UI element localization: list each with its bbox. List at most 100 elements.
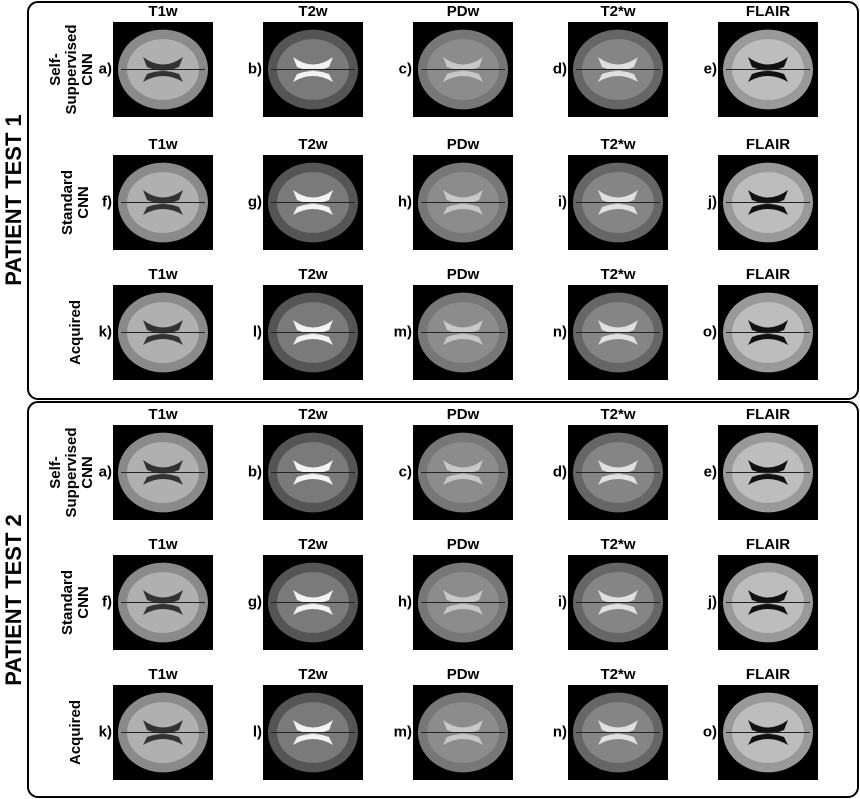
column-header: T2*w [600,136,635,153]
panel-frame [27,1,859,400]
mri-image [568,285,668,380]
column-header: FLAIR [746,3,790,20]
panel-letter: o) [703,323,717,340]
row-label: CNN [75,186,92,219]
mri-image [263,685,363,780]
mri-image [413,685,513,780]
panel-letter: d) [553,463,567,480]
column-header: FLAIR [746,266,790,283]
panel-letter: i) [558,593,567,610]
column-header: T2w [298,266,328,283]
mri-image [113,22,213,117]
panel-letter: j) [707,593,717,610]
panel-letter: n) [553,323,567,340]
row-label: Suppervised [63,24,80,114]
panel-letter: g) [248,193,262,210]
row-label: Standard [59,570,76,635]
column-header: T2w [298,406,328,423]
column-header: T2w [298,3,328,20]
panel-letter: m) [394,323,412,340]
column-header: PDw [447,406,480,423]
mri-image [718,22,818,117]
row-label-group: Self- Suppervised CNN [47,427,96,517]
panel-letter: k) [99,323,112,340]
panel-letter: f) [102,193,112,210]
panel-letter: c) [399,60,412,77]
row-label: Standard [59,170,76,235]
mri-image [413,425,513,520]
column-header: T2*w [600,406,635,423]
panel-letter: b) [248,60,262,77]
row-label-group: Self- Suppervised CNN [47,24,96,114]
column-header: PDw [447,666,480,683]
panel-letter: k) [99,723,112,740]
column-header: PDw [447,536,480,553]
mri-image [718,285,818,380]
row-label-group: Acquired [67,700,84,765]
panel-letter: e) [704,463,717,480]
panel-letter: b) [248,463,262,480]
column-header: FLAIR [746,136,790,153]
mri-image [263,155,363,250]
panel-letter: g) [248,593,262,610]
row-label: CNN [75,586,92,619]
panel-letter: m) [394,723,412,740]
row-label: Suppervised [63,427,80,517]
panel-letter: h) [398,193,412,210]
row-label-group: Standard CNN [59,170,92,235]
column-header: T1w [148,406,178,423]
column-header: T1w [148,266,178,283]
panel-letter: e) [704,60,717,77]
mri-image [568,155,668,250]
column-header: T2w [298,136,328,153]
column-header: T2*w [600,266,635,283]
panel-letter: j) [707,193,717,210]
mri-image [113,555,213,650]
mri-image [413,22,513,117]
column-header: T2w [298,536,328,553]
row-label: Acquired [67,300,84,365]
panel-letter: f) [102,593,112,610]
row-label: Self- [47,456,64,489]
mri-image [718,425,818,520]
column-header: T1w [148,666,178,683]
column-header: T2w [298,666,328,683]
mri-image [113,155,213,250]
panel-letter: l) [253,723,262,740]
panel-letter: d) [553,60,567,77]
column-header: PDw [447,3,480,20]
column-header: T1w [148,136,178,153]
mri-image [413,155,513,250]
panel-title: PATIENT TEST 1 [1,114,26,286]
column-header: FLAIR [746,536,790,553]
mri-image [568,685,668,780]
mri-image [263,285,363,380]
panel-frame [27,401,859,798]
column-header: PDw [447,136,480,153]
mri-image [568,22,668,117]
panel-title-group: PATIENT TEST 1 [1,114,26,286]
mri-image [263,555,363,650]
row-label-group: Standard CNN [59,570,92,635]
panel-letter: l) [253,323,262,340]
row-label: Acquired [67,700,84,765]
mri-image [263,22,363,117]
panel-title: PATIENT TEST 2 [1,514,26,686]
mri-image [113,285,213,380]
mri-image [718,155,818,250]
row-label: Self- [47,53,64,86]
mri-image [113,425,213,520]
panel-title-group: PATIENT TEST 2 [1,514,26,686]
column-header: T1w [148,3,178,20]
mri-image [263,425,363,520]
row-label: CNN [79,456,96,489]
mri-image [718,555,818,650]
row-label: CNN [79,53,96,86]
mri-image [568,425,668,520]
column-header: T2*w [600,536,635,553]
column-header: T1w [148,536,178,553]
column-header: FLAIR [746,406,790,423]
column-header: T2*w [600,666,635,683]
panel-letter: h) [398,593,412,610]
